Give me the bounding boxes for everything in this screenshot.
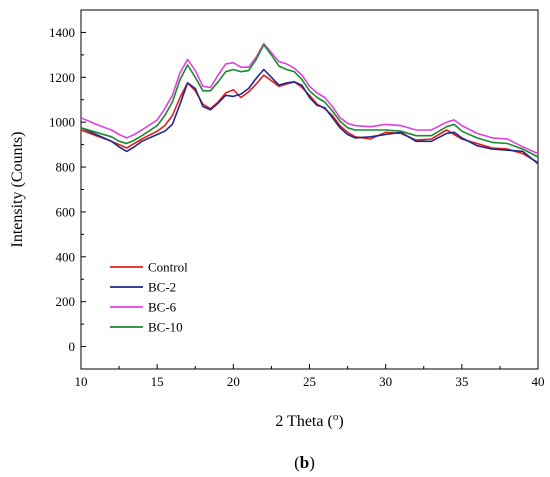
y-tick-label: 600 xyxy=(56,204,76,219)
x-tick-label: 30 xyxy=(379,374,392,389)
x-tick-label: 40 xyxy=(532,374,545,389)
x-tick-label: 15 xyxy=(151,374,164,389)
series-line-control xyxy=(80,74,539,164)
legend-label: Control xyxy=(148,260,188,275)
legend: Control BC-2 BC-6 BC-10 xyxy=(110,260,188,335)
x-axis-title: 2 Theta (o) xyxy=(275,411,343,430)
legend-label: BC-2 xyxy=(148,280,176,295)
x-tick-label: 20 xyxy=(227,374,240,389)
y-axis-title: Intensity (Counts) xyxy=(9,132,26,248)
series-layer xyxy=(80,42,539,165)
y-tick-label: 800 xyxy=(56,160,76,175)
y-tick-label: 0 xyxy=(69,339,76,354)
x-tick-label: 35 xyxy=(455,374,468,389)
x-axis: 10 15 20 25 30 35 40 xyxy=(75,364,545,389)
legend-label: BC-10 xyxy=(148,320,183,335)
series-line-bc-2 xyxy=(80,68,539,165)
y-tick-label: 1400 xyxy=(49,25,75,40)
plot-frame xyxy=(80,9,539,370)
series-line-bc-10 xyxy=(80,43,539,158)
y-tick-label: 1000 xyxy=(49,115,75,130)
y-axis: 0 200 400 600 800 1000 1200 1400 xyxy=(49,9,86,370)
legend-label: BC-6 xyxy=(148,300,177,315)
x-tick-label: 10 xyxy=(75,374,88,389)
y-tick-label: 200 xyxy=(56,294,76,309)
y-tick-label: 400 xyxy=(56,249,76,264)
figure-caption: (b) xyxy=(294,453,315,472)
plot-area: 10 15 20 25 30 35 40 0 200 400 600 800 1000 1200 1400 xyxy=(49,9,545,389)
x-tick-label: 25 xyxy=(303,374,316,389)
series-line-bc-6 xyxy=(80,42,539,155)
y-tick-label: 1200 xyxy=(49,70,75,85)
